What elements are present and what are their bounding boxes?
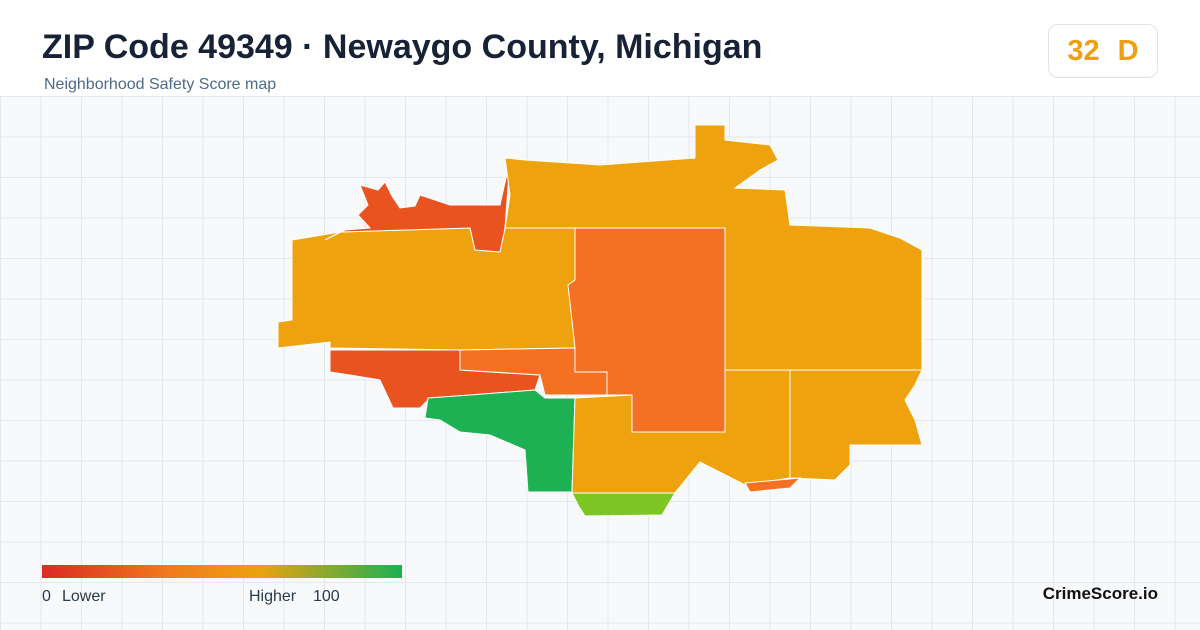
legend-max: 100 [313, 588, 340, 605]
region [789, 369, 923, 481]
region [277, 227, 576, 351]
legend-min-label: Lower [62, 588, 106, 605]
score-badge: 32 D [1048, 24, 1158, 78]
subtitle: Neighborhood Safety Score map [44, 76, 277, 93]
header: ZIP Code 49349 · Newaygo County, Michiga… [0, 0, 1200, 96]
legend-min: 0 [42, 588, 51, 605]
region [459, 347, 608, 396]
region [744, 477, 802, 493]
brand: CrimeScore.io [1042, 584, 1158, 603]
legend-max-label: Higher [249, 588, 297, 605]
legend-gradient [42, 565, 402, 578]
region [424, 389, 576, 493]
score: 32 [1067, 34, 1100, 67]
region [571, 492, 676, 517]
grade: D [1117, 34, 1139, 67]
title: ZIP Code 49349 · Newaygo County, Michiga… [42, 28, 763, 66]
